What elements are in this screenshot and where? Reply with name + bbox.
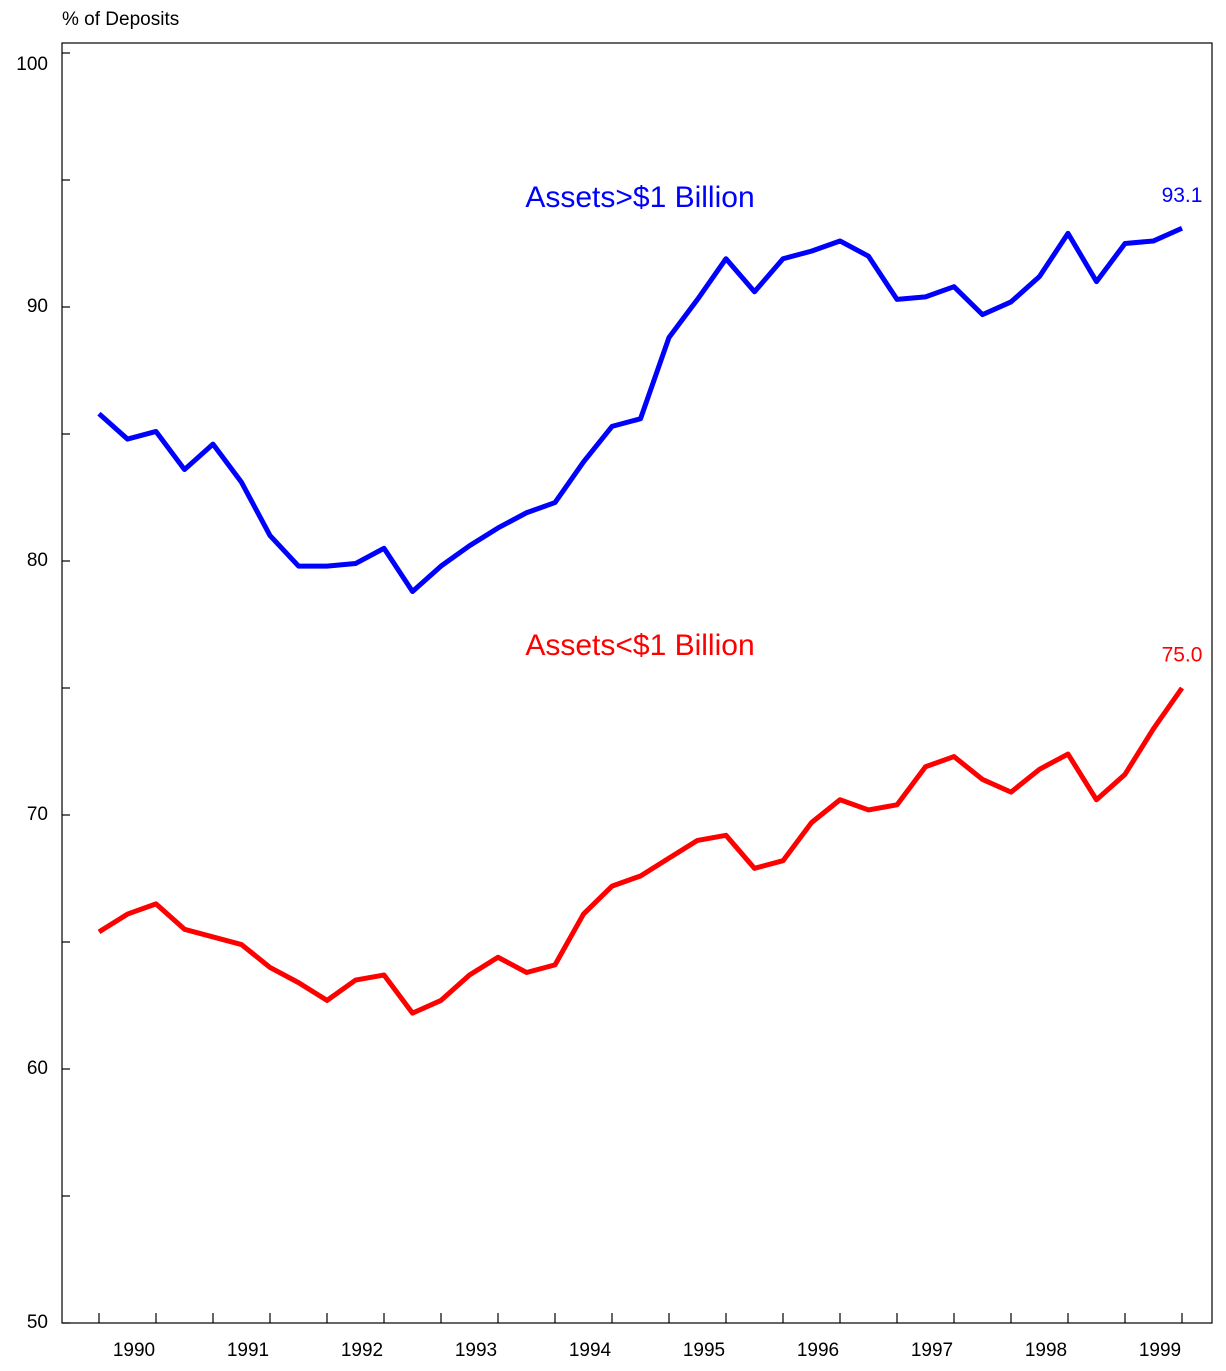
- year-label: 1994: [569, 1340, 612, 1361]
- year-label: 1991: [227, 1340, 269, 1361]
- series-label: Assets<$1 Billion: [525, 629, 754, 662]
- series-line: [97, 225, 1184, 594]
- y-tick-label: 80: [27, 550, 48, 571]
- year-label: 1997: [911, 1340, 953, 1361]
- series-label: Assets>$1 Billion: [525, 181, 754, 214]
- year-label: 1998: [1025, 1340, 1067, 1361]
- value-label: 93.1: [1162, 184, 1203, 207]
- year-label: 1996: [797, 1340, 839, 1361]
- plot-frame: [61, 42, 1213, 1324]
- series-line: [97, 686, 1185, 1016]
- year-label: 1999: [1139, 1340, 1181, 1361]
- year-label: 1992: [341, 1340, 383, 1361]
- y-tick-label: 90: [27, 296, 48, 317]
- year-label: 1993: [455, 1340, 497, 1361]
- year-label: 1995: [683, 1340, 725, 1361]
- y-tick-label: 60: [27, 1058, 48, 1079]
- year-label: 1990: [113, 1340, 155, 1361]
- y-tick-label: 70: [27, 804, 48, 825]
- y-tick-label: 50: [27, 1312, 48, 1333]
- y-axis-label: % of Deposits: [62, 9, 179, 30]
- y-tick-label: 100: [16, 54, 48, 75]
- value-label: 75.0: [1162, 644, 1203, 667]
